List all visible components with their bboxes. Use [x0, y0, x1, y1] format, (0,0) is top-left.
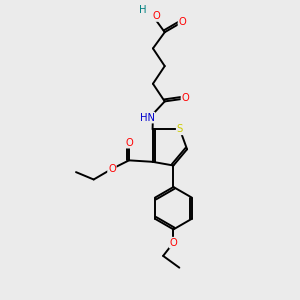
Text: O: O: [169, 238, 177, 248]
Text: HN: HN: [140, 112, 154, 123]
Text: H: H: [139, 5, 146, 15]
Text: O: O: [182, 94, 189, 103]
Text: O: O: [152, 11, 160, 21]
Text: O: O: [178, 17, 186, 27]
Text: S: S: [177, 124, 183, 134]
Text: O: O: [125, 138, 133, 148]
Text: O: O: [108, 164, 116, 174]
